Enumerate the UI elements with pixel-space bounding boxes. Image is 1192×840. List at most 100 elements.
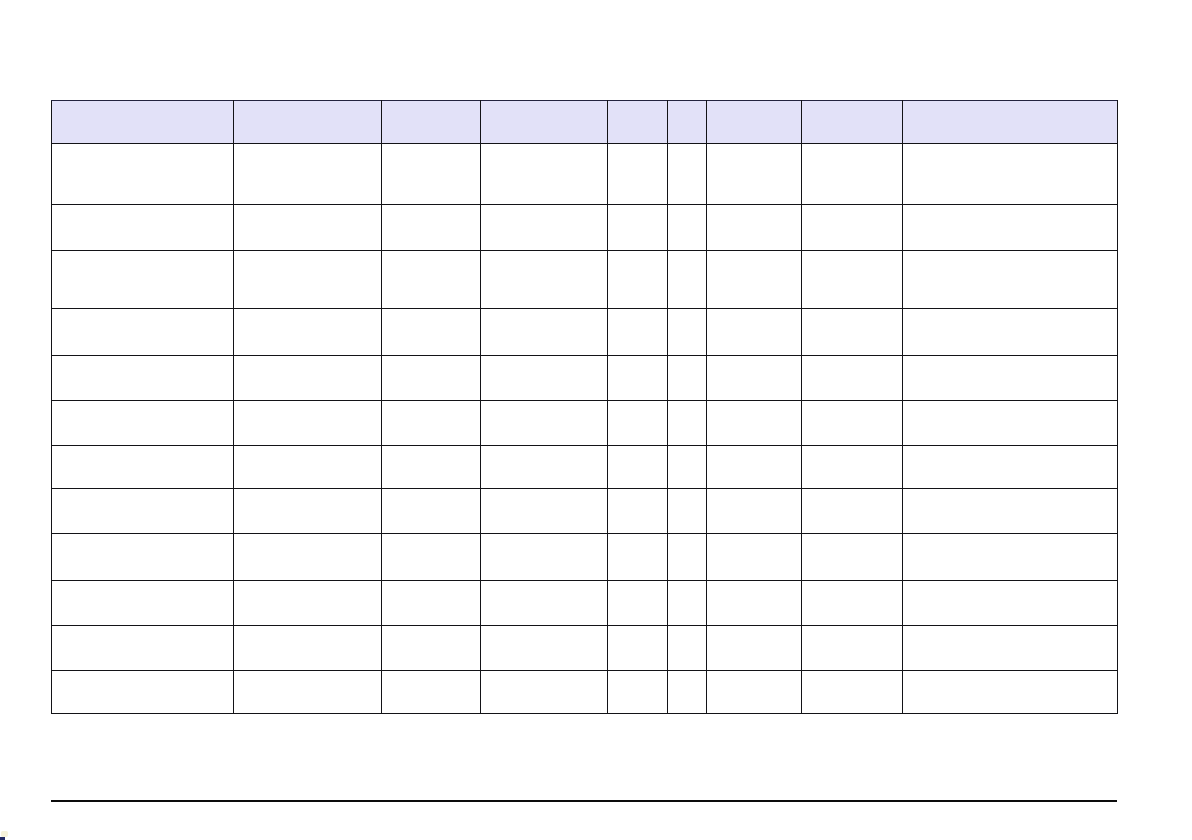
table-cell [667,445,707,489]
table-cell [51,250,234,309]
table-cell [667,250,707,309]
table-cell [667,625,707,671]
table-cell [381,355,481,401]
table-cell [607,308,668,356]
table-cell [902,533,1118,581]
table-cell [480,625,608,671]
header-cell [801,100,903,144]
table-cell [801,445,903,489]
table-cell [902,580,1118,626]
table-cell [801,625,903,671]
table-cell [607,533,668,581]
table-row [51,670,1118,714]
table-cell [902,670,1118,714]
table-cell [233,445,382,489]
table-row [51,355,1118,401]
table-cell [381,533,481,581]
table-cell [667,488,707,534]
table-cell [706,670,802,714]
table-cell [51,143,234,205]
table-cell [706,204,802,251]
table-cell [51,400,234,446]
table-cell [381,250,481,309]
table-cell [801,250,903,309]
table-row [51,204,1118,251]
table-cell [667,580,707,626]
table-cell [51,355,234,401]
table-cell [480,488,608,534]
table-cell [801,533,903,581]
table-cell [381,400,481,446]
table-cell [381,488,481,534]
table-cell [51,445,234,489]
table-cell [667,204,707,251]
table-cell [51,308,234,356]
header-cell [51,100,234,144]
table-cell [607,625,668,671]
header-cell [381,100,481,144]
table-cell [902,143,1118,205]
table-cell [706,308,802,356]
table-cell [381,625,481,671]
table-row [51,580,1118,626]
table-cell [706,445,802,489]
table-cell [233,250,382,309]
table-cell [902,250,1118,309]
table-cell [607,670,668,714]
table-cell [381,308,481,356]
table-cell [667,143,707,205]
table-cell [902,355,1118,401]
table-cell [706,580,802,626]
table-cell [801,580,903,626]
table-cell [381,143,481,205]
header-cell [233,100,382,144]
table-cell [902,488,1118,534]
table-cell [607,250,668,309]
table-cell [667,308,707,356]
table-cell [801,488,903,534]
table-cell [233,670,382,714]
table-row [51,250,1118,309]
table-cell [706,625,802,671]
table-cell [480,533,608,581]
table-cell [381,580,481,626]
table-cell [607,400,668,446]
table-cell [480,308,608,356]
table-cell [801,308,903,356]
table-cell [480,445,608,489]
table-cell [233,308,382,356]
table-cell [706,400,802,446]
table-cell [51,670,234,714]
header-cell [706,100,802,144]
table-cell [902,400,1118,446]
table-cell [233,400,382,446]
table-cell [902,625,1118,671]
table-row [51,488,1118,534]
page-corner-artifact [0,831,8,840]
corner-artifact-glow [1,831,8,837]
table-body [51,143,1118,714]
table-cell [480,250,608,309]
table-cell [480,143,608,205]
table-cell [607,355,668,401]
table-header [51,100,1118,144]
table-cell [607,445,668,489]
table-cell [902,445,1118,489]
table-cell [801,355,903,401]
table-cell [480,355,608,401]
table-cell [706,143,802,205]
table-cell [233,533,382,581]
footer-rule [51,800,1117,802]
table-row [51,143,1118,205]
table-cell [607,204,668,251]
table-cell [51,580,234,626]
table-cell [706,533,802,581]
table-row [51,308,1118,356]
table-cell [51,204,234,251]
table-cell [667,400,707,446]
table-cell [667,355,707,401]
table-header-row [51,100,1118,144]
corner-artifact-chip [0,837,5,840]
table-cell [607,580,668,626]
